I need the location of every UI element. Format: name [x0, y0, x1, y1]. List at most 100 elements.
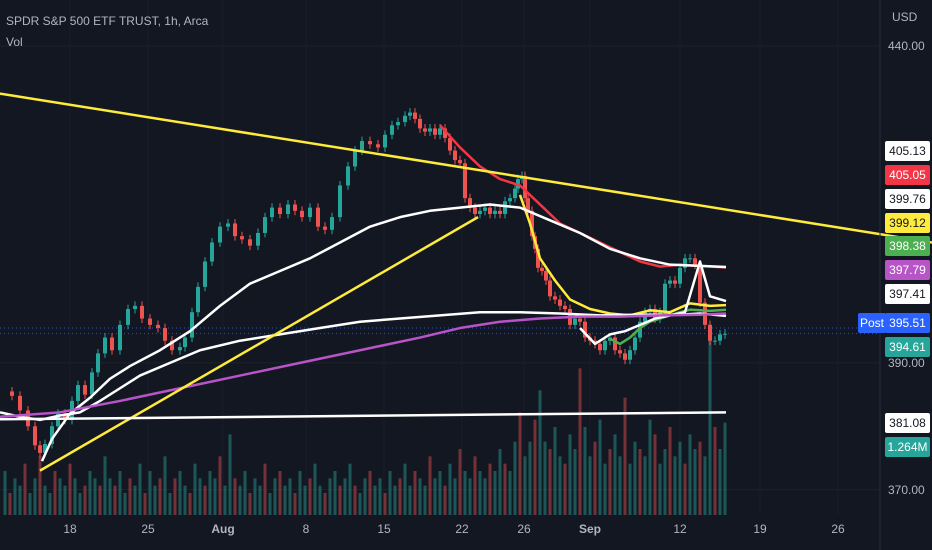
volume-bar	[288, 478, 292, 515]
candle-body	[526, 198, 530, 211]
volume-bar	[398, 478, 402, 515]
candle-body	[338, 185, 342, 218]
volume-bar	[603, 463, 607, 515]
volume-bar	[238, 485, 242, 515]
candle-body	[156, 324, 160, 329]
price-label: 405.13	[885, 141, 930, 161]
candle-body	[513, 188, 517, 199]
volume-bar	[383, 493, 387, 515]
volume-bar	[68, 463, 72, 515]
currency-label: USD	[892, 10, 918, 24]
volume-bar	[628, 463, 632, 515]
volume-bar	[403, 463, 407, 515]
candle-body	[613, 337, 617, 351]
candle-body	[663, 283, 667, 313]
candle-body	[140, 305, 144, 319]
volume-bar	[273, 478, 277, 515]
candle-body	[190, 312, 194, 338]
candle-body	[468, 198, 472, 208]
volume-bar	[438, 471, 442, 515]
candle-body	[713, 340, 717, 342]
volume-bar	[713, 427, 717, 515]
volume-bar	[303, 485, 307, 515]
candle-body	[428, 128, 432, 132]
volume-bar	[178, 471, 182, 515]
candle-body	[346, 166, 350, 186]
volume-indicator-label[interactable]: Vol	[6, 35, 23, 49]
volume-bar	[3, 471, 7, 515]
volume-bar	[138, 463, 142, 515]
volume-bar	[168, 493, 172, 515]
candle-body	[148, 318, 152, 325]
volume-bar	[43, 485, 47, 515]
symbol-title[interactable]: SPDR S&P 500 ETF TRUST, 1h, Arca	[6, 14, 209, 28]
volume-bar	[38, 456, 42, 515]
volume-bar	[723, 422, 727, 515]
candle-body	[553, 296, 557, 300]
volume-bar	[88, 471, 92, 515]
volume-bar	[213, 478, 217, 515]
volume-bar	[313, 463, 317, 515]
candle-body	[183, 337, 187, 348]
volume-bar	[388, 471, 392, 515]
candle-body	[438, 128, 442, 135]
candle-body	[723, 333, 727, 335]
candle-body	[683, 258, 687, 268]
candle-body	[308, 207, 312, 218]
time-tick-label: 8	[302, 522, 310, 536]
candle-body	[178, 347, 182, 351]
candle-body	[493, 210, 497, 214]
candle-body	[83, 385, 87, 395]
volume-bar	[468, 478, 472, 515]
trendlines[interactable]	[0, 92, 932, 472]
volume-bar	[28, 493, 32, 515]
time-tick-label: 26	[831, 522, 845, 536]
price-label: 395.51	[885, 313, 930, 333]
volume-bar	[558, 456, 562, 515]
candle-body	[300, 210, 304, 218]
volume-bar	[98, 485, 102, 515]
volume-bar	[338, 485, 342, 515]
time-tick-label: 12	[673, 522, 687, 536]
trendline-horizontal[interactable]	[0, 411, 727, 421]
candle-body	[323, 226, 327, 230]
candle-body	[96, 353, 100, 373]
volume-bar	[293, 493, 297, 515]
candle-body	[544, 271, 548, 281]
volume-bar	[618, 456, 622, 515]
price-label: 405.05	[885, 165, 930, 185]
candle-body	[408, 112, 412, 116]
volume-bar	[638, 449, 642, 515]
volume-bar	[703, 456, 707, 515]
candle-body	[633, 337, 637, 351]
volume-bar	[298, 471, 302, 515]
volume-bar	[513, 441, 517, 515]
volume-bar	[493, 471, 497, 515]
moving-averages	[0, 124, 727, 462]
volume-bar	[648, 419, 652, 515]
candle-body	[623, 353, 627, 360]
trendline-resistance[interactable]	[0, 92, 932, 244]
price-tick-label: 440.00	[888, 39, 925, 54]
candle-body	[50, 426, 54, 445]
volume-bar	[578, 368, 582, 515]
moving-average-line	[0, 312, 727, 419]
moving-average-line	[0, 310, 727, 422]
volume-bar	[508, 471, 512, 515]
volume-bar	[653, 434, 657, 515]
time-tick-label: 15	[377, 522, 391, 536]
volume-bar	[708, 324, 712, 515]
time-tick-label: 19	[753, 522, 767, 536]
volume-bar	[573, 449, 577, 515]
trendline-support[interactable]	[39, 216, 479, 472]
volume-bar	[443, 485, 447, 515]
candle-body	[423, 128, 427, 132]
candle-body	[390, 125, 394, 135]
candle-body	[540, 267, 544, 272]
volume-bar	[78, 493, 82, 515]
candle-body	[353, 150, 357, 167]
volume-bar	[33, 478, 37, 515]
volume-bar	[58, 478, 62, 515]
